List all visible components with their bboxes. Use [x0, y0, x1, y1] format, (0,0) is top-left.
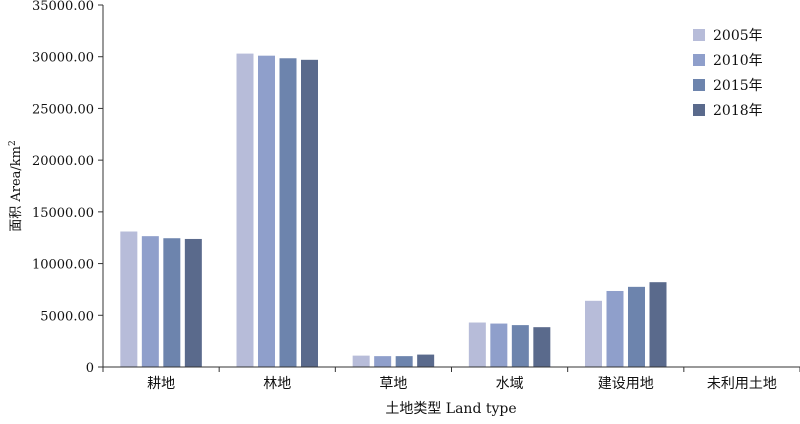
bar	[395, 356, 413, 367]
legend-swatch	[693, 29, 705, 41]
legend: 2005年 2010年 2015年 2018年	[693, 28, 763, 119]
x-tick-label: 草地	[379, 376, 407, 392]
legend-label: 2018年	[713, 103, 763, 119]
legend-label: 2005年	[713, 28, 763, 44]
bar	[141, 236, 159, 367]
y-tick-label: 5000.00	[40, 309, 94, 324]
x-tick-label: 林地	[263, 376, 291, 392]
y-tick-label: 35000.00	[32, 0, 94, 14]
x-tick-label: 未利用土地	[707, 376, 777, 392]
bar	[236, 53, 254, 368]
y-tick-label: 10000.00	[32, 258, 94, 273]
y-tick-label: 20000.00	[32, 154, 94, 169]
bar	[279, 58, 297, 367]
x-tick-label: 水域	[496, 376, 524, 392]
bar	[120, 231, 138, 367]
bar	[468, 322, 486, 367]
x-axis-ticks: 耕地 林地 草地 水域 建设用地 未利用土地	[102, 367, 800, 392]
bar	[301, 59, 318, 368]
bar	[352, 355, 370, 367]
bar	[649, 282, 667, 367]
x-axis-label: 土地类型 Land type	[385, 401, 516, 417]
bar	[184, 238, 202, 367]
bar	[258, 55, 275, 368]
y-tick-label: 15000.00	[32, 206, 94, 221]
y-axis-label-superscript: 2	[8, 140, 18, 146]
bar	[533, 327, 551, 367]
bar	[374, 356, 392, 367]
bar	[606, 290, 624, 367]
y-axis-ticks: 0 5000.00 10000.00 15000.00 20000.00 25000.00…	[32, 0, 103, 376]
bar	[490, 323, 508, 367]
legend-swatch	[693, 104, 705, 116]
legend-label: 2010年	[713, 53, 763, 69]
bar	[585, 300, 602, 367]
bars-group	[120, 53, 667, 368]
y-tick-label: 0	[86, 361, 94, 376]
y-tick-label: 30000.00	[32, 51, 94, 66]
y-axis-label: 面积 Area/km2	[8, 140, 24, 232]
bar	[417, 354, 435, 367]
x-tick-label: 耕地	[147, 375, 175, 392]
legend-swatch	[693, 79, 705, 91]
bar	[511, 325, 529, 367]
legend-label: 2015年	[713, 78, 763, 94]
bar	[163, 238, 181, 367]
y-tick-label: 25000.00	[32, 102, 94, 117]
legend-swatch	[693, 54, 705, 66]
bar	[628, 286, 645, 367]
x-tick-label: 建设用地	[598, 376, 654, 392]
